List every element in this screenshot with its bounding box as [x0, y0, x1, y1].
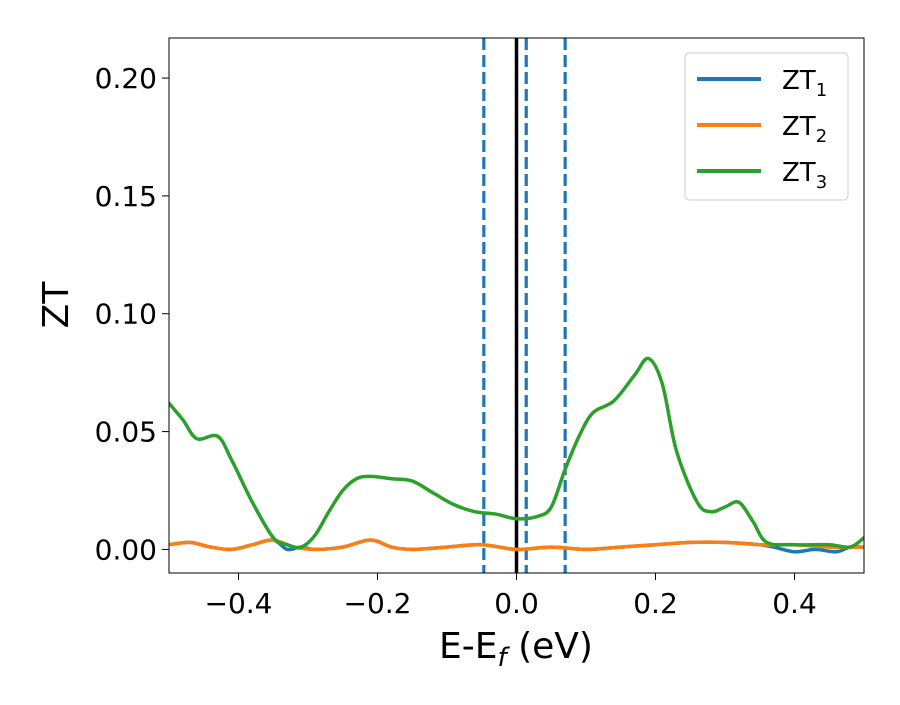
x-tick-label-0: −0.4: [205, 587, 273, 620]
series-layer: [169, 356, 864, 554]
legend-item-1: ZT1: [697, 66, 827, 101]
x-tick-label-2: 0.0: [494, 587, 539, 620]
legend-label-1-subscript: 1: [816, 80, 827, 101]
series-line-2: [169, 538, 864, 552]
legend-frame: [684, 52, 849, 201]
y-tick-label-2: 0.10: [95, 298, 157, 331]
legend-item-2: ZT2: [697, 112, 827, 147]
x-tick-label-4: 0.4: [772, 587, 817, 620]
legend-label-1: ZT1: [782, 66, 827, 101]
x-axis-label-unit: (eV): [507, 626, 593, 667]
x-ticks-layer: −0.4 −0.2 0.0 0.2 0.4: [205, 573, 817, 620]
y-ticks-layer: 0.00 0.05 0.10 0.15 0.20: [95, 62, 169, 566]
y-tick-label-3: 0.15: [95, 180, 157, 213]
y-axis-label: ZT: [36, 281, 77, 329]
legend-label-3: ZT3: [782, 158, 827, 193]
legend: ZT1 ZT2 ZT3: [684, 52, 849, 201]
x-tick-label-1: −0.2: [344, 587, 412, 620]
x-tick-label-3: 0.2: [633, 587, 678, 620]
vertical-lines-layer: [482, 38, 567, 573]
y-tick-label-4: 0.20: [95, 62, 157, 95]
y-tick-label-0: 0.00: [95, 533, 157, 566]
series-line-3: [169, 356, 864, 550]
y-tick-label-1: 0.05: [95, 416, 157, 449]
legend-label-2-subscript: 2: [816, 126, 827, 147]
x-axis-label: E-Ef (eV): [439, 626, 593, 673]
legend-label-2: ZT2: [782, 112, 827, 147]
legend-label-3-subscript: 3: [816, 172, 827, 193]
legend-item-3: ZT3: [697, 158, 827, 193]
